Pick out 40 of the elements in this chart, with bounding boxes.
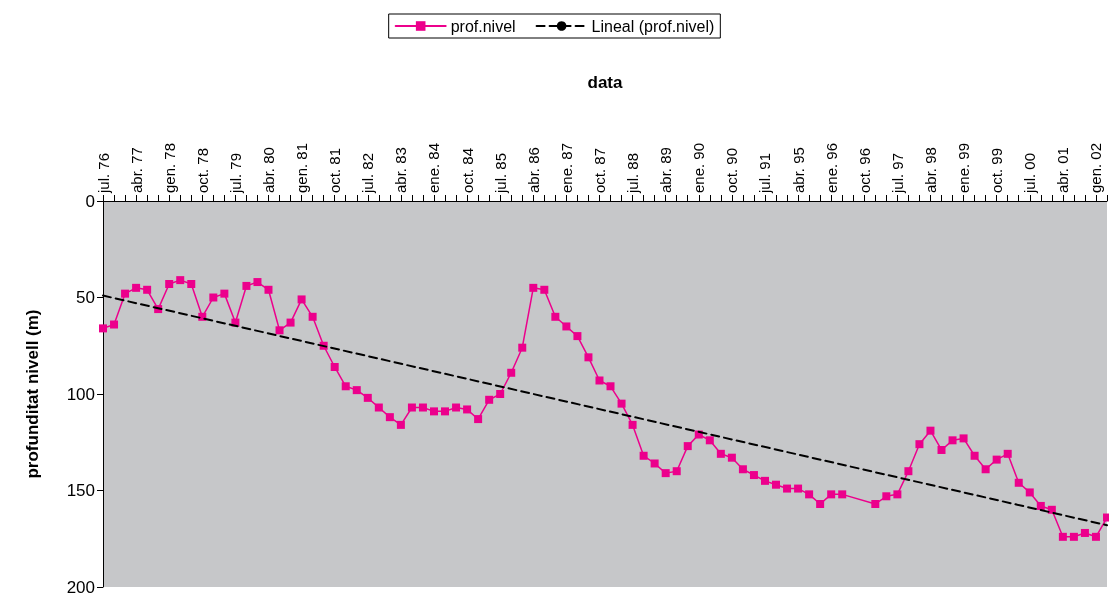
legend-label: prof.nivel [450, 17, 516, 35]
x-tick-label: gen. 02 [1087, 142, 1105, 193]
x-tick-label: oct. 78 [193, 147, 211, 193]
y-axis-title: profunditat nivell (m) [23, 309, 42, 479]
x-tick-label: abr. 80 [259, 147, 277, 193]
x-tick-label: abr. 98 [921, 147, 939, 193]
x-tick-label: oct. 87 [590, 147, 608, 193]
x-tick-label: oct. 96 [855, 147, 873, 193]
x-tick-label: jul. 00 [1021, 152, 1039, 194]
x-tick-label: oct. 90 [723, 147, 741, 193]
y-tick-label: 200 [66, 577, 95, 596]
x-tick-label: oct. 81 [326, 147, 344, 193]
legend-label: Lineal (prof.nivel) [591, 17, 715, 35]
x-tick-label: jul. 82 [359, 152, 377, 194]
x-tick-label: jul. 85 [491, 152, 509, 194]
x-tick-label: jul. 88 [624, 152, 642, 194]
x-tick-label: jul. 97 [888, 152, 906, 194]
y-tick-label: 150 [66, 481, 95, 500]
x-tick-label: ene. 96 [822, 142, 840, 193]
x-tick-label: abr. 95 [789, 147, 807, 193]
x-tick-label: ene. 90 [690, 142, 708, 193]
x-tick-label: oct. 99 [988, 147, 1006, 193]
x-tick-label: ene. 99 [955, 142, 973, 193]
x-tick-label: ene. 84 [425, 142, 443, 193]
y-tick-label: 50 [76, 288, 95, 307]
x-tick-label: abr. 01 [1054, 147, 1072, 193]
x-axis-title: data [587, 73, 624, 92]
y-tick-label: 0 [85, 191, 95, 211]
x-tick-label: abr. 83 [392, 147, 410, 193]
y-tick-label: 100 [66, 384, 95, 404]
x-tick-label: ene. 87 [557, 142, 575, 193]
x-tick-label: oct. 84 [458, 147, 476, 193]
x-tick-label: abr. 77 [127, 147, 145, 193]
x-tick-label: gen. 78 [160, 142, 178, 193]
x-tick-label: gen. 81 [293, 142, 311, 193]
x-tick-label: abr. 86 [524, 147, 542, 193]
x-tick-label: jul. 79 [226, 152, 244, 194]
x-tick-label: jul. 76 [94, 152, 112, 194]
x-tick-label: jul. 91 [756, 152, 774, 194]
x-tick-label: abr. 89 [657, 147, 675, 193]
